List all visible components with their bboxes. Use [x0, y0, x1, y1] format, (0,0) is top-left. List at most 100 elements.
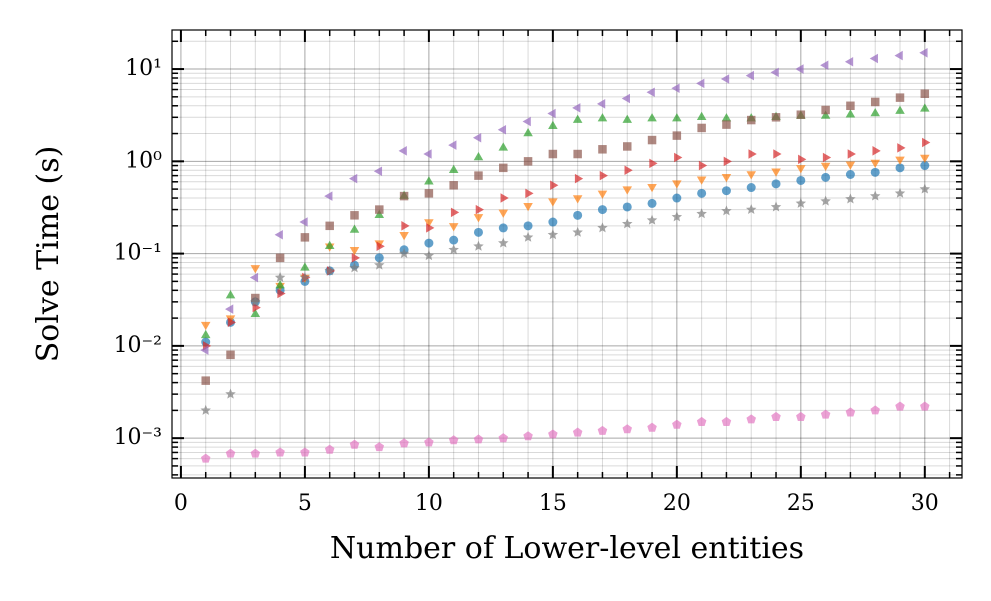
- point: [597, 113, 608, 122]
- point: [374, 253, 384, 263]
- point: [870, 167, 880, 177]
- point: [448, 244, 459, 255]
- point: [622, 424, 633, 434]
- point: [250, 448, 261, 458]
- point: [424, 437, 434, 447]
- point: [671, 211, 683, 222]
- point: [498, 142, 509, 151]
- point: [448, 140, 457, 150]
- point: [376, 241, 385, 252]
- point: [424, 176, 434, 185]
- point: [423, 250, 435, 261]
- point: [274, 230, 283, 240]
- point: [450, 207, 460, 218]
- point: [870, 405, 880, 415]
- point: [771, 113, 781, 122]
- point: [748, 149, 757, 159]
- point: [820, 409, 831, 419]
- point: [374, 209, 385, 219]
- point: [201, 376, 210, 385]
- point: [821, 105, 830, 115]
- point: [426, 223, 435, 233]
- point: [770, 201, 782, 212]
- point: [200, 404, 211, 415]
- point: [622, 202, 632, 212]
- x-tick-label: 5: [298, 491, 312, 516]
- point: [374, 442, 385, 452]
- point: [597, 222, 608, 233]
- point: [349, 173, 358, 184]
- point: [920, 154, 930, 164]
- point: [798, 154, 807, 165]
- x-tick-label: 15: [539, 491, 567, 516]
- point: [225, 388, 236, 399]
- point: [200, 453, 211, 463]
- point: [424, 219, 434, 228]
- point: [773, 149, 782, 159]
- x-tick-label: 30: [911, 491, 939, 516]
- point: [522, 231, 534, 242]
- point: [523, 431, 533, 441]
- point: [398, 248, 410, 259]
- point: [746, 183, 756, 193]
- point: [746, 414, 756, 424]
- point: [646, 214, 658, 225]
- point: [424, 189, 434, 198]
- y-tick-label: 10⁻³: [114, 425, 162, 450]
- point: [349, 247, 360, 256]
- point: [572, 226, 583, 237]
- point: [473, 240, 484, 251]
- point: [398, 146, 407, 156]
- point: [646, 87, 655, 98]
- point: [647, 184, 657, 193]
- point: [299, 272, 311, 283]
- point: [722, 120, 731, 129]
- point: [821, 172, 831, 182]
- point: [499, 163, 508, 173]
- point: [573, 149, 582, 159]
- point: [671, 83, 680, 93]
- point: [922, 137, 931, 148]
- point: [399, 438, 409, 448]
- point: [920, 89, 930, 98]
- point: [449, 181, 458, 190]
- point: [448, 223, 459, 232]
- point: [721, 205, 732, 216]
- point: [696, 416, 707, 426]
- point: [498, 209, 509, 218]
- point: [300, 262, 310, 271]
- point: [572, 114, 583, 123]
- point: [846, 101, 855, 111]
- point: [820, 110, 831, 119]
- point: [350, 211, 359, 220]
- point: [572, 103, 581, 113]
- point: [349, 439, 360, 449]
- point: [746, 115, 756, 125]
- point: [697, 123, 706, 133]
- plot-frame: [171, 29, 963, 479]
- point: [696, 111, 707, 121]
- point: [919, 183, 931, 194]
- y-tick-label: 10⁻²: [114, 333, 162, 358]
- point: [672, 419, 682, 429]
- point: [844, 56, 854, 67]
- point: [548, 198, 558, 207]
- point: [250, 296, 261, 307]
- point: [920, 401, 930, 411]
- point: [449, 235, 459, 245]
- point: [550, 180, 559, 191]
- point: [869, 190, 881, 201]
- point: [746, 204, 757, 215]
- point: [324, 444, 335, 454]
- point: [796, 165, 806, 174]
- point: [374, 259, 385, 270]
- point: [795, 64, 804, 74]
- point: [895, 93, 905, 102]
- point: [771, 168, 781, 177]
- point: [548, 217, 558, 227]
- point: [895, 156, 905, 165]
- point: [770, 67, 779, 78]
- point: [596, 99, 606, 109]
- point: [473, 214, 484, 223]
- point: [275, 253, 285, 263]
